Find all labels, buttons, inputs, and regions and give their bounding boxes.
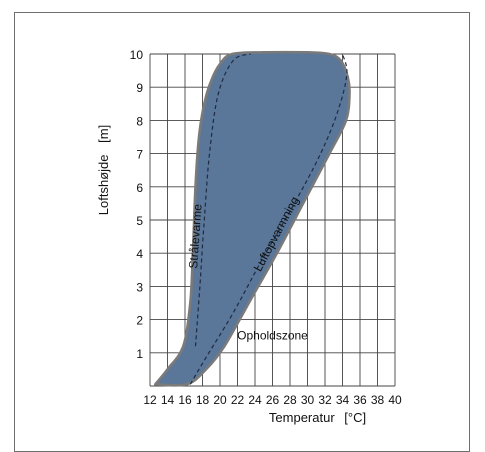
x-tick-label: 34 xyxy=(336,393,350,407)
y-tick-label: 9 xyxy=(136,81,143,95)
y-axis-title: Loftshøjde [m] xyxy=(96,125,111,215)
luftopvarmning-curve xyxy=(189,53,348,385)
x-tick-label: 24 xyxy=(248,393,262,407)
x-tick-label: 28 xyxy=(283,393,297,407)
y-tick-label: 1 xyxy=(136,347,143,361)
opholdszone-label: Opholdszone xyxy=(237,329,308,343)
y-tick-label: 4 xyxy=(136,247,143,261)
y-tick-label: 8 xyxy=(136,114,143,128)
x-axis-title: Temperatur [°C] xyxy=(269,410,366,425)
x-axis-label: Temperatur xyxy=(269,410,335,425)
y-axis-label: Loftshøjde xyxy=(96,154,111,215)
y-axis-unit: [m] xyxy=(96,125,111,143)
y-tick-label: 3 xyxy=(136,280,143,294)
x-tick-label: 12 xyxy=(143,393,157,407)
x-tick-label: 36 xyxy=(353,393,367,407)
y-tick-labels: 1 2 3 4 5 6 7 8 9 10 xyxy=(130,48,144,361)
y-tick-label: 10 xyxy=(130,48,144,62)
x-tick-label: 32 xyxy=(318,393,332,407)
x-tick-label: 16 xyxy=(178,393,192,407)
x-tick-labels: 12 14 16 18 20 22 24 26 28 30 32 34 36 38 40 xyxy=(143,393,402,407)
temperature-region xyxy=(154,50,351,387)
y-tick-label: 2 xyxy=(136,314,143,328)
x-axis-unit: [°C] xyxy=(344,410,366,425)
x-tick-label: 40 xyxy=(388,393,402,407)
y-tick-label: 5 xyxy=(136,214,143,228)
x-tick-label: 38 xyxy=(371,393,385,407)
x-tick-label: 30 xyxy=(301,393,315,407)
x-tick-label: 22 xyxy=(231,393,245,407)
y-tick-label: 7 xyxy=(136,148,143,162)
straalevarme-label: Strålevarme xyxy=(186,203,205,269)
y-tick-label: 6 xyxy=(136,181,143,195)
x-tick-label: 18 xyxy=(196,393,210,407)
straalevarme-curve xyxy=(194,53,251,347)
x-tick-label: 26 xyxy=(266,393,280,407)
x-tick-label: 14 xyxy=(161,393,175,407)
x-tick-label: 20 xyxy=(213,393,227,407)
chart: 12 14 16 18 20 22 24 26 28 30 32 34 36 38 40 123456789… xyxy=(96,48,402,425)
